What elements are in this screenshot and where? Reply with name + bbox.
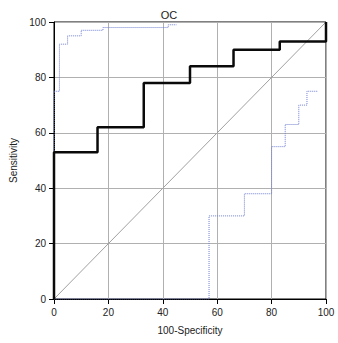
svg-text:OC: OC [161,9,178,21]
svg-text:100: 100 [29,17,46,28]
svg-text:100-Specificity: 100-Specificity [157,325,222,336]
svg-text:60: 60 [35,127,47,138]
svg-text:20: 20 [35,238,47,249]
svg-text:40: 40 [35,183,47,194]
svg-text:0: 0 [51,307,57,318]
svg-text:80: 80 [35,72,47,83]
svg-text:0: 0 [40,294,46,305]
svg-text:60: 60 [212,307,224,318]
svg-text:Sensitivity: Sensitivity [8,138,19,183]
svg-text:80: 80 [266,307,278,318]
svg-text:100: 100 [318,307,335,318]
svg-text:40: 40 [157,307,169,318]
svg-text:20: 20 [103,307,115,318]
